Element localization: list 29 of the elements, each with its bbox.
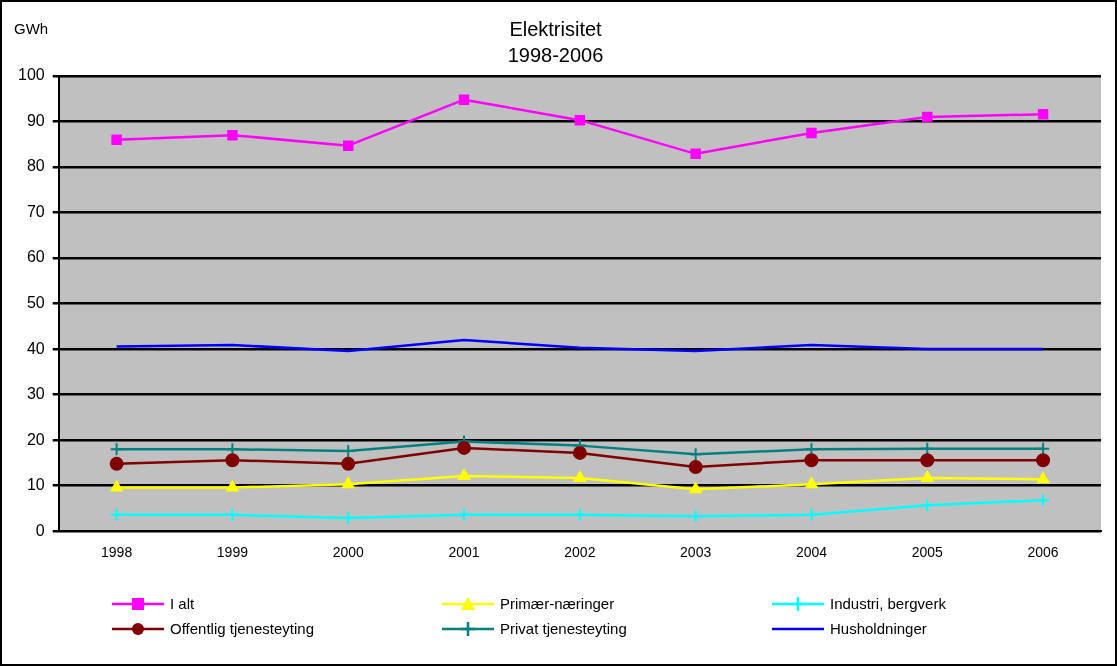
y-tick-label: 90 <box>26 111 45 129</box>
legend-label: I alt <box>170 595 195 612</box>
x-tick-label: 1998 <box>101 544 133 561</box>
y-axis-title: GWh <box>14 20 49 38</box>
x-tick-label: 2003 <box>680 544 712 561</box>
legend-label: Primær-næringer <box>500 595 615 612</box>
y-tick-label: 50 <box>26 294 45 312</box>
y-tick-label: 20 <box>26 430 45 448</box>
x-tick-label: 1999 <box>216 544 249 561</box>
y-tick-label: 80 <box>26 157 45 175</box>
y-tick-label: 10 <box>26 476 45 494</box>
x-tick-label: 2006 <box>1027 544 1059 561</box>
x-tick-label: 2002 <box>564 544 596 561</box>
x-tick-label: 2004 <box>795 544 828 561</box>
chart-subtitle: 1998-2006 <box>507 43 604 66</box>
y-tick-label: 60 <box>26 248 45 266</box>
legend-label: Husholdninger <box>830 620 927 637</box>
y-tick-label: 0 <box>35 521 45 539</box>
chart-title: Elektrisitet <box>509 17 603 40</box>
y-tick-label: 30 <box>26 385 45 403</box>
legend-label: Industri, bergverk <box>830 595 946 612</box>
y-tick-label: 100 <box>17 66 45 84</box>
x-tick-label: 2005 <box>911 544 944 561</box>
legend-label: Offentlig tjenesteyting <box>170 620 314 637</box>
y-tick-label: 40 <box>26 339 45 357</box>
x-tick-label: 2001 <box>448 544 480 561</box>
y-tick-label: 70 <box>26 202 45 220</box>
x-tick-label: 2000 <box>332 544 364 561</box>
legend-label: Privat tjenesteyting <box>500 620 627 637</box>
